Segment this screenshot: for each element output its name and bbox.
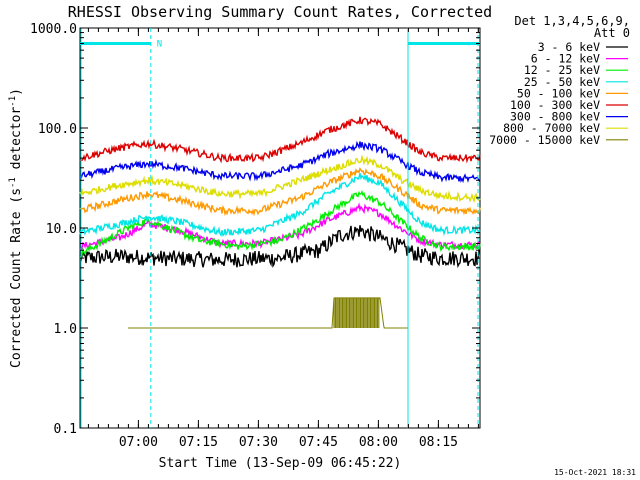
x-tick-label: 07:00 [119, 435, 158, 450]
y-axis-label-main: Corrected Count Rate (s [9, 188, 24, 368]
y-axis-label-sup1: -1 [8, 177, 18, 188]
series-6 [79, 140, 481, 184]
series-2 [79, 190, 481, 258]
legend-label: 6 - 12 keV [531, 52, 600, 66]
series-7 [79, 154, 481, 204]
series-line [79, 173, 481, 238]
footer-timestamp: 15-Oct-2021 18:31 [554, 468, 636, 477]
legend-label: 3 - 6 keV [538, 40, 600, 54]
series-8 [128, 297, 408, 329]
y-tick-label: 1.0 [54, 322, 77, 337]
y-axis-label: Corrected Count Rate (s-1 detector-1) [8, 88, 24, 368]
series-3 [79, 173, 481, 238]
series-line [79, 140, 481, 184]
y-axis-label-end: ) [9, 88, 24, 96]
series-4 [79, 167, 481, 217]
x-tick-label: 07:45 [299, 435, 338, 450]
y-tick-label: 100.0 [38, 122, 77, 137]
x-axis: 07:00 07:15 07:30 07:45 08:00 08:15 [87, 28, 479, 450]
y-tick-label: 1000.0 [30, 22, 77, 37]
x-tick-label: 07:15 [179, 435, 218, 450]
legend-header-line1: Det 1,3,4,5,6,9, [514, 14, 630, 28]
series-5 [79, 116, 481, 164]
legend-label: 300 - 800 keV [510, 110, 600, 124]
series-line [79, 154, 481, 204]
legend-label: 50 - 100 keV [517, 86, 600, 100]
x-tick-label: 07:30 [239, 435, 278, 450]
x-tick-label: 08:00 [359, 435, 398, 450]
x-axis-label: Start Time (13-Sep-09 06:45:22) [159, 456, 402, 471]
series-line [79, 167, 481, 217]
legend-label: 100 - 300 keV [510, 98, 600, 112]
y-axis: 0.1 1.0 10.0 100.0 1000.0 [30, 22, 480, 437]
y-axis-label-mid: detector [9, 107, 24, 178]
series-0 [79, 225, 481, 269]
night-marker-label: N [157, 39, 162, 49]
series-line [79, 225, 481, 269]
y-tick-label: 10.0 [46, 222, 77, 237]
series-line [79, 116, 481, 164]
legend-label: 800 - 7000 keV [503, 121, 600, 135]
y-tick-label: 0.1 [54, 422, 77, 437]
y-axis-label-sup2: -1 [8, 96, 18, 107]
series-line [79, 190, 481, 258]
series-layer [79, 116, 481, 329]
legend-label: 7000 - 15000 keV [489, 133, 600, 147]
legend-header-line2: Att 0 [594, 26, 630, 40]
x-tick-label: 08:15 [419, 435, 458, 450]
chart-title: RHESSI Observing Summary Count Rates, Co… [68, 3, 492, 21]
legend-label: 12 - 25 keV [524, 63, 600, 77]
legend-label: 25 - 50 keV [524, 75, 600, 89]
